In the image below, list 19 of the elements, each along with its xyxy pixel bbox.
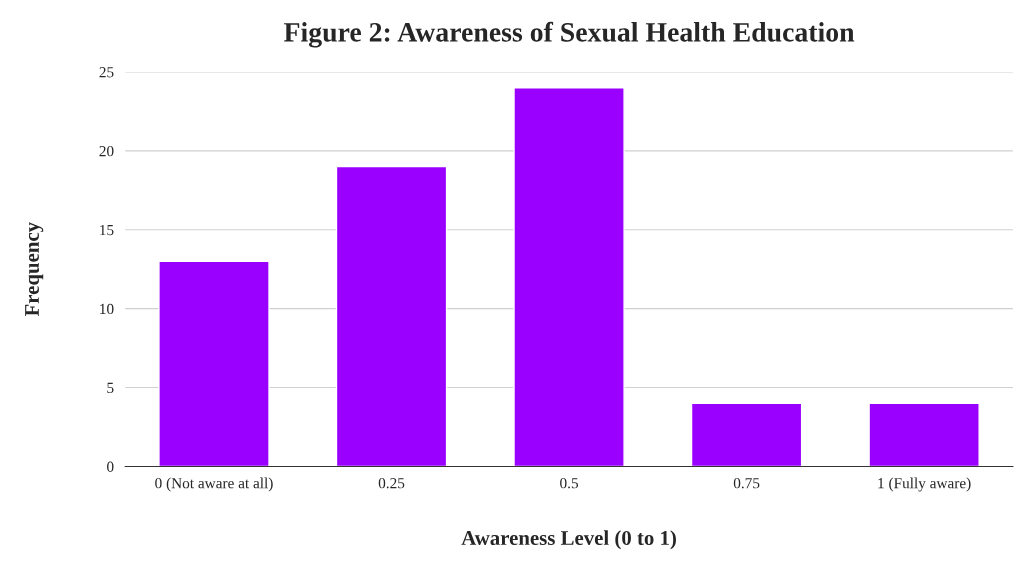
y-tick-label: 25 xyxy=(99,67,114,78)
bar xyxy=(335,165,448,467)
bar xyxy=(690,402,803,467)
x-tick-label: 0.25 xyxy=(378,478,405,489)
y-tick-label: 5 xyxy=(107,382,114,394)
y-tick-label: 0 xyxy=(107,461,114,472)
y-tick-label: 10 xyxy=(100,303,114,315)
x-tick-label: 0 (Not aware at all) xyxy=(155,477,273,492)
x-axis-title: Awareness Level (0 to 1) xyxy=(461,530,676,550)
bar xyxy=(158,260,270,467)
y-tick-label: 20 xyxy=(99,145,114,157)
x-tick-label: 0.75 xyxy=(733,478,760,489)
y-tick-label: 15 xyxy=(100,224,114,236)
bar xyxy=(513,87,625,467)
x-tick-label: 0.5 xyxy=(560,478,579,489)
x-tick-label: 1 (Fully aware) xyxy=(878,477,971,492)
chart-title: Figure 2: Awareness of Sexual Health Education xyxy=(284,21,855,48)
bar xyxy=(868,402,980,467)
y-axis-title: Frequency xyxy=(25,222,44,317)
